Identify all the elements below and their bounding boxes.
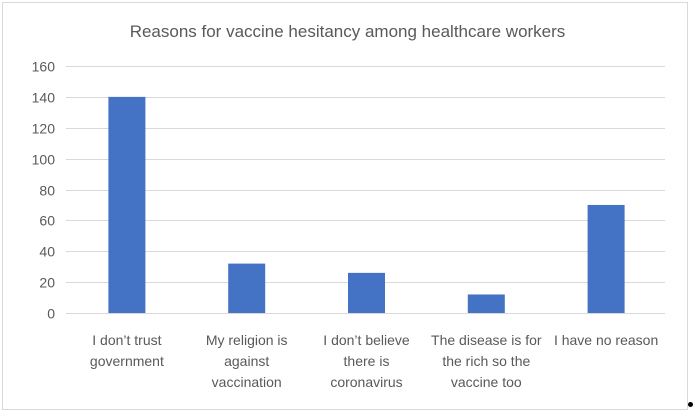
bars: [108, 96, 625, 313]
bar: [467, 294, 505, 313]
y-tick-label: 60: [39, 213, 55, 229]
bar: [228, 263, 266, 313]
y-tick-label: 120: [32, 121, 56, 137]
bar: [587, 204, 625, 313]
chart-title: Reasons for vaccine hesitancy among heal…: [129, 22, 566, 41]
y-tick-label: 140: [32, 90, 56, 106]
y-axis: 0 20 40 60 80 100 120 140 160: [32, 59, 56, 322]
bar: [108, 96, 146, 313]
bar: [348, 272, 385, 313]
y-tick-label: 40: [39, 244, 55, 260]
y-tick-label: 160: [32, 59, 56, 75]
x-tick-label: My religion is against vaccination: [206, 332, 288, 390]
corner-dot: [688, 402, 693, 407]
x-tick-label: I don’t trust government: [90, 332, 164, 369]
y-tick-label: 100: [32, 152, 56, 168]
x-axis-labels: I don’t trust government My religion is aga…: [90, 332, 658, 390]
gridlines: [66, 66, 665, 314]
y-tick-label: 0: [47, 306, 55, 322]
y-tick-label: 20: [39, 275, 55, 291]
x-tick-label: I don’t believe there is coronavirus: [323, 332, 410, 390]
y-tick-label: 80: [39, 183, 55, 199]
x-tick-label: The disease is for the rich so the vaccine…: [431, 332, 542, 390]
x-tick-label: I have no reason: [554, 332, 658, 348]
